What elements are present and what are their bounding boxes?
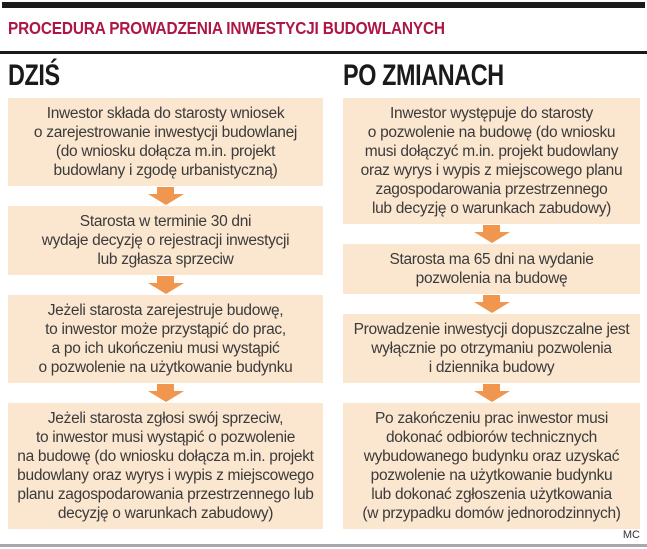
- down-arrow-icon: [147, 384, 184, 402]
- down-arrow-icon: [147, 187, 184, 205]
- down-arrow-icon: [473, 295, 510, 313]
- down-arrow-icon: [147, 276, 184, 294]
- column-today: DZIŚ Inwestor składa do starosty wniosek…: [8, 59, 323, 529]
- down-arrow-icon: [473, 384, 510, 402]
- flow-box: Inwestor występuje do starosty o pozwole…: [343, 98, 640, 224]
- bottom-rule: [0, 544, 647, 547]
- column-after-changes-heading: PO ZMIANACH: [343, 59, 504, 92]
- flow-box: Inwestor składa do starosty wniosek o za…: [8, 98, 323, 186]
- comparison-columns: DZIŚ Inwestor składa do starosty wniosek…: [8, 59, 647, 529]
- column-after-changes: PO ZMIANACH Inwestor występuje do staros…: [343, 59, 640, 529]
- flow-box: Po zakończeniu prac inwestor musi dokona…: [343, 403, 640, 529]
- author-credit: MC: [622, 529, 640, 541]
- flow-box: Jeżeli starosta zgłosi swój sprzeciw, to…: [8, 403, 323, 529]
- column-today-heading: DZIŚ: [8, 59, 60, 92]
- down-arrow-icon: [473, 225, 510, 243]
- flow-box: Starosta ma 65 dni na wydanie pozwolenia…: [343, 244, 640, 294]
- page-title: PROCEDURA PROWADZENIA INWESTYCJI BUDOWLA…: [8, 18, 445, 38]
- top-rule: [2, 2, 645, 8]
- flow-box: Prowadzenie inwestycji dopuszczalne jest…: [343, 314, 640, 383]
- flow-box: Starosta w terminie 30 dni wydaje decyzj…: [8, 206, 323, 275]
- flow-box: Jeżeli starosta zarejestruje budowę, to …: [8, 295, 323, 383]
- title-rule: [0, 51, 647, 54]
